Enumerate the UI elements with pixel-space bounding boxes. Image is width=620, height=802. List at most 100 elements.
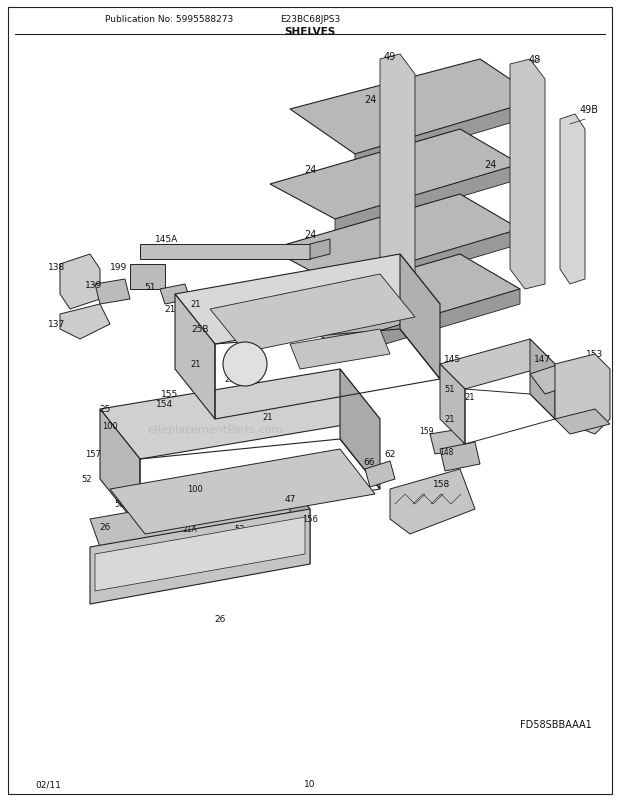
Text: 145: 145 [445, 355, 461, 364]
Polygon shape [140, 245, 310, 260]
Text: 153: 153 [587, 350, 604, 359]
Polygon shape [560, 115, 585, 285]
Circle shape [223, 342, 267, 387]
Text: 58: 58 [165, 515, 175, 524]
Polygon shape [510, 60, 545, 290]
Polygon shape [440, 443, 480, 472]
Text: 52: 52 [165, 500, 175, 508]
Polygon shape [100, 370, 380, 460]
Polygon shape [390, 469, 475, 534]
Text: 21: 21 [224, 375, 235, 384]
Text: 100: 100 [282, 535, 298, 544]
Polygon shape [335, 164, 520, 235]
Polygon shape [400, 255, 440, 379]
Text: 100: 100 [102, 422, 118, 431]
Text: 58: 58 [115, 500, 125, 508]
Text: 147: 147 [534, 355, 552, 364]
Text: 156: 156 [302, 515, 318, 524]
Polygon shape [175, 255, 440, 345]
Text: 49: 49 [384, 52, 396, 62]
Polygon shape [555, 410, 610, 435]
Text: 139: 139 [85, 280, 102, 290]
Polygon shape [530, 365, 575, 395]
Text: 159: 159 [418, 427, 433, 436]
Text: 149: 149 [301, 290, 319, 299]
Polygon shape [90, 509, 310, 604]
Polygon shape [380, 55, 415, 285]
Polygon shape [440, 365, 465, 444]
Text: 144: 144 [564, 422, 580, 431]
Polygon shape [365, 461, 395, 488]
Text: 21: 21 [191, 360, 202, 369]
Polygon shape [555, 354, 610, 435]
Polygon shape [440, 339, 555, 390]
Text: eReplacementParts.com: eReplacementParts.com [147, 424, 283, 435]
Polygon shape [290, 60, 540, 155]
Polygon shape [160, 285, 190, 305]
Text: 02/11: 02/11 [35, 780, 61, 788]
Polygon shape [270, 130, 520, 220]
Text: FD58SBBAAA1: FD58SBBAAA1 [520, 719, 591, 729]
Text: 47B: 47B [341, 280, 359, 290]
Polygon shape [335, 229, 520, 300]
Text: 24: 24 [304, 229, 316, 240]
Text: 21A: 21A [183, 525, 197, 534]
Text: 24: 24 [304, 164, 316, 175]
Polygon shape [530, 339, 555, 419]
Text: 148: 148 [439, 448, 453, 457]
Polygon shape [310, 240, 330, 260]
Text: 51: 51 [445, 385, 455, 394]
Text: 52: 52 [82, 475, 92, 484]
Text: 26: 26 [99, 523, 111, 532]
Polygon shape [355, 100, 540, 170]
Text: 25: 25 [99, 405, 111, 414]
Polygon shape [110, 449, 375, 534]
Polygon shape [95, 280, 130, 305]
Polygon shape [210, 274, 415, 353]
Polygon shape [335, 290, 520, 359]
Polygon shape [95, 517, 305, 591]
Text: 21: 21 [164, 305, 175, 314]
Text: 158: 158 [433, 480, 451, 489]
Text: 100: 100 [187, 485, 203, 494]
Text: 48: 48 [529, 55, 541, 65]
Text: 21: 21 [465, 393, 476, 402]
Polygon shape [430, 429, 465, 455]
Polygon shape [90, 484, 310, 547]
Text: 10: 10 [304, 780, 316, 788]
Text: 155: 155 [161, 390, 179, 399]
Polygon shape [130, 265, 165, 290]
Text: 52: 52 [235, 525, 246, 534]
Polygon shape [290, 484, 310, 565]
Text: 26: 26 [215, 615, 226, 624]
Polygon shape [175, 294, 215, 419]
Text: 51: 51 [144, 282, 156, 291]
Text: 145A: 145A [155, 235, 179, 244]
Text: 21A: 21A [133, 505, 148, 514]
Text: 47: 47 [285, 495, 296, 504]
Text: 66: 66 [363, 458, 374, 467]
Polygon shape [60, 305, 110, 339]
Text: 21: 21 [191, 300, 202, 309]
Polygon shape [290, 330, 390, 370]
Text: 62: 62 [384, 450, 396, 459]
Polygon shape [100, 410, 140, 529]
Text: 24: 24 [304, 310, 316, 320]
Text: 15: 15 [240, 363, 250, 372]
Polygon shape [60, 255, 100, 310]
Text: 154: 154 [156, 400, 174, 409]
Text: 24: 24 [484, 160, 496, 170]
Polygon shape [270, 255, 520, 345]
Text: 15: 15 [239, 360, 250, 369]
Text: 199: 199 [110, 263, 127, 272]
Text: SHELVES: SHELVES [285, 27, 335, 37]
Text: 25B: 25B [191, 325, 209, 334]
Text: 24: 24 [364, 95, 376, 105]
Text: 21: 21 [224, 310, 236, 319]
Text: 21: 21 [445, 415, 455, 424]
Text: 157: 157 [85, 450, 101, 459]
Text: 146: 146 [337, 343, 353, 352]
Text: 21A: 21A [213, 543, 228, 552]
Polygon shape [340, 370, 380, 489]
Text: Publication No: 5995588273: Publication No: 5995588273 [105, 15, 233, 25]
